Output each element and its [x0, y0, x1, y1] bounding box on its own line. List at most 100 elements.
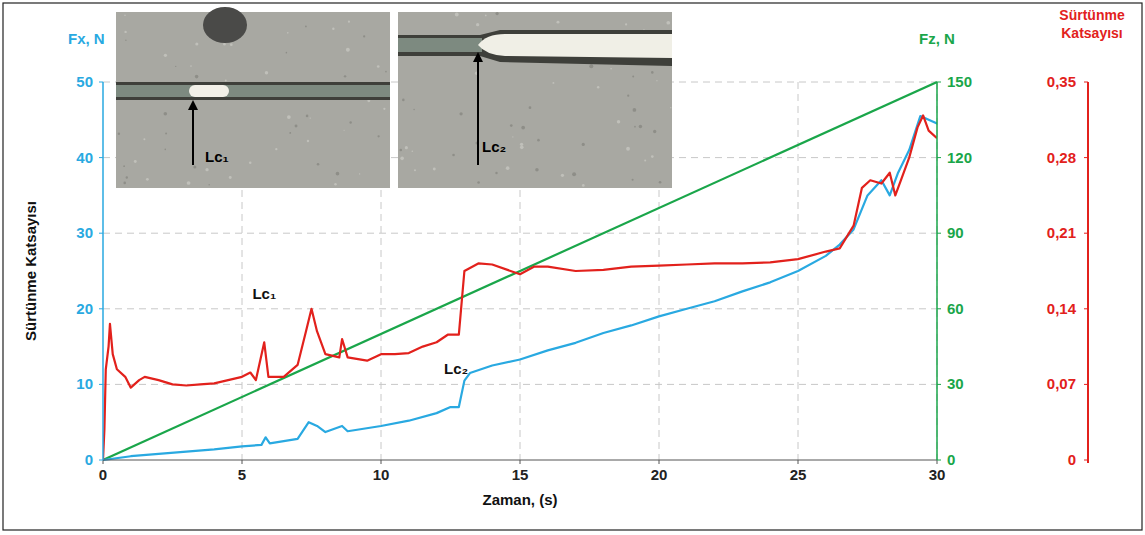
texture [123, 182, 126, 185]
y2-tick [937, 157, 941, 158]
texture [520, 146, 524, 150]
texture [165, 149, 167, 151]
x-tick-label: 25 [790, 466, 807, 483]
texture [656, 80, 657, 81]
texture [495, 12, 498, 15]
x-tick [381, 460, 382, 464]
texture [582, 184, 585, 187]
y-tick-label: 20 [76, 300, 93, 317]
y2-tick-label: 120 [947, 149, 972, 166]
texture [617, 120, 620, 123]
texture [561, 174, 564, 177]
texture [123, 165, 125, 167]
texture [552, 82, 554, 84]
texture [512, 136, 513, 137]
y2-axis-title: Fz, N [919, 30, 955, 47]
texture [306, 115, 309, 118]
texture [275, 148, 277, 150]
texture [124, 14, 126, 16]
texture [193, 165, 196, 168]
x-tick [659, 460, 660, 464]
texture [632, 179, 634, 181]
texture [610, 68, 612, 70]
texture [633, 108, 637, 112]
texture [400, 149, 403, 152]
x-tick-label: 10 [373, 466, 390, 483]
texture [359, 173, 360, 174]
texture [452, 154, 455, 157]
texture [377, 65, 380, 68]
texture [346, 48, 350, 52]
texture [510, 124, 513, 127]
x-tick [520, 460, 521, 464]
texture [126, 176, 128, 178]
texture [495, 172, 497, 174]
texture [249, 161, 252, 164]
y-axis [102, 82, 104, 460]
texture [537, 139, 540, 142]
arrow-head [188, 100, 198, 110]
inset-label: Lc₁ [205, 148, 229, 165]
texture [146, 178, 149, 181]
texture [286, 52, 288, 54]
texture [535, 168, 538, 171]
texture [223, 43, 226, 46]
texture [412, 150, 414, 152]
y-tick-label: 50 [76, 73, 93, 90]
texture [265, 71, 268, 74]
texture [307, 140, 309, 142]
texture [433, 168, 436, 171]
texture [225, 80, 227, 82]
y3-tick [1084, 384, 1088, 385]
x-tick [103, 460, 104, 464]
chart: 05101520253001020304050030609012015000,0… [0, 0, 1145, 535]
x-tick [937, 460, 938, 464]
texture [208, 184, 209, 185]
texture [529, 106, 532, 109]
y2-tick-label: 30 [947, 375, 964, 392]
y-tick [99, 157, 103, 158]
texture [295, 125, 298, 128]
texture [651, 155, 654, 158]
texture [632, 76, 634, 78]
texture [414, 169, 416, 171]
texture [205, 168, 208, 171]
texture [190, 65, 192, 67]
y-tick [99, 384, 103, 385]
texture [287, 115, 291, 119]
texture [385, 71, 387, 73]
y3-tick-label: 0,07 [1047, 375, 1076, 392]
texture [670, 107, 671, 108]
texture [477, 181, 480, 184]
y-tick [99, 233, 103, 234]
scratch-track [398, 30, 672, 66]
y2-tick [937, 233, 941, 234]
y2-tick [937, 384, 941, 385]
scratch-track-inner [116, 85, 390, 97]
texture [317, 163, 320, 166]
grid-line-x [937, 82, 938, 460]
texture [343, 130, 344, 131]
y3-tick-label: 0,21 [1047, 224, 1076, 241]
y-tick [99, 460, 103, 461]
y-tick-label: 0 [85, 451, 93, 468]
y3-tick-label: 0,35 [1047, 73, 1076, 90]
coating-failure [189, 85, 229, 97]
grid-line-y [103, 308, 937, 309]
texture [666, 21, 670, 25]
y3-tick [1084, 233, 1088, 234]
x-tick-label: 0 [99, 466, 107, 483]
texture [349, 121, 351, 123]
y2-tick [937, 82, 941, 83]
texture [334, 183, 337, 186]
y3-tick [1084, 82, 1088, 83]
y2-tick-label: 150 [947, 73, 972, 90]
texture [405, 146, 408, 149]
y3-tick-label: 0,28 [1047, 149, 1076, 166]
x-tick-label: 5 [238, 466, 246, 483]
texture [124, 31, 126, 33]
inset-photo: Lc₂ [398, 12, 672, 188]
texture [557, 21, 560, 24]
frame [3, 3, 1142, 530]
texture [143, 138, 145, 140]
